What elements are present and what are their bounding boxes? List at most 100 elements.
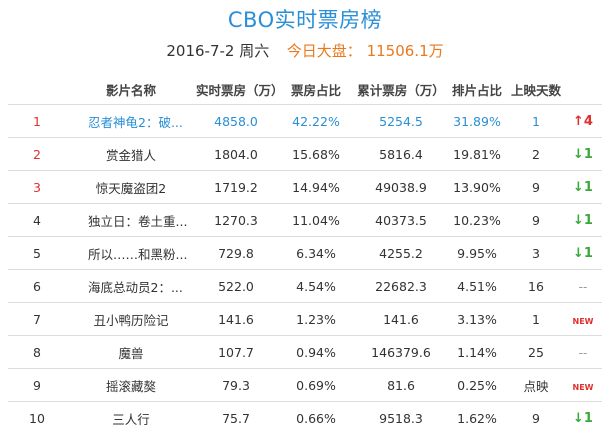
table-row[interactable]: 1 忍者神龟2：破... 4858.0 42.22% 5254.5 31.89%… — [8, 104, 602, 138]
table-row[interactable]: 10 三人行 75.7 0.66% 9518.3 1.62% 9 ↓1 — [8, 401, 602, 434]
trend-flat-icon: -- — [564, 269, 602, 303]
release-days: 1 — [508, 302, 564, 336]
screen-share: 31.89% — [446, 104, 508, 138]
date-and-market: 2016-7-2 周六 今日大盘： 11506.1万 — [0, 40, 610, 61]
movie-name[interactable]: 魔兽 — [66, 335, 196, 369]
release-days: 3 — [508, 236, 564, 270]
realtime-box: 729.8 — [196, 236, 276, 270]
realtime-box: 79.3 — [196, 368, 276, 402]
box-office-table: 影片名称 实时票房（万） 票房占比 累计票房（万） 排片占比 上映天数 1 忍者… — [8, 74, 602, 434]
total-box: 141.6 — [356, 302, 446, 336]
realtime-box: 1719.2 — [196, 170, 276, 204]
table-row[interactable]: 4 独立日：卷土重... 1270.3 11.04% 40373.5 10.23… — [8, 203, 602, 237]
trend-new-badge: NEW — [564, 302, 602, 336]
trend-down-icon: ↓1 — [564, 203, 602, 237]
date-label: 2016-7-2 周六 — [166, 42, 270, 60]
col-box: 实时票房（万） — [196, 82, 284, 98]
table-row[interactable]: 6 海底总动员2：... 522.0 4.54% 22682.3 4.51% 1… — [8, 269, 602, 303]
col-days: 上映天数 — [510, 82, 561, 98]
rank: 8 — [8, 335, 66, 369]
realtime-box: 4858.0 — [196, 104, 276, 138]
realtime-box: 1270.3 — [196, 203, 276, 237]
screen-share: 1.62% — [446, 401, 508, 434]
box-share: 4.54% — [276, 269, 356, 303]
rank: 1 — [8, 104, 66, 138]
trend-down-icon: ↓1 — [564, 137, 602, 171]
box-share: 0.94% — [276, 335, 356, 369]
total-box: 40373.5 — [356, 203, 446, 237]
trend-down-icon: ↓1 — [564, 236, 602, 270]
col-screen: 排片占比 — [451, 82, 502, 98]
movie-name[interactable]: 摇滚藏獒 — [66, 368, 196, 402]
table-row[interactable]: 5 所以……和黑粉... 729.8 6.34% 4255.2 9.95% 3 … — [8, 236, 602, 270]
rank: 5 — [8, 236, 66, 270]
realtime-box: 141.6 — [196, 302, 276, 336]
total-box: 5816.4 — [356, 137, 446, 171]
realtime-box: 1804.0 — [196, 137, 276, 171]
release-days: 9 — [508, 203, 564, 237]
total-box: 4255.2 — [356, 236, 446, 270]
market-value: 11506.1万 — [366, 42, 444, 60]
rank: 4 — [8, 203, 66, 237]
rank: 7 — [8, 302, 66, 336]
screen-share: 13.90% — [446, 170, 508, 204]
table-row[interactable]: 8 魔兽 107.7 0.94% 146379.6 1.14% 25 -- — [8, 335, 602, 369]
realtime-box: 107.7 — [196, 335, 276, 369]
movie-name[interactable]: 忍者神龟2：破... — [66, 104, 196, 138]
col-share: 票房占比 — [290, 82, 341, 98]
box-share: 0.69% — [276, 368, 356, 402]
total-box: 49038.9 — [356, 170, 446, 204]
box-share: 0.66% — [276, 401, 356, 434]
release-days: 16 — [508, 269, 564, 303]
trend-down-icon: ↓1 — [564, 401, 602, 434]
trend-up-icon: ↑4 — [564, 104, 602, 138]
movie-name[interactable]: 所以……和黑粉... — [66, 236, 196, 270]
box-share: 42.22% — [276, 104, 356, 138]
movie-name[interactable]: 独立日：卷土重... — [66, 203, 196, 237]
trend-new-badge: NEW — [564, 368, 602, 402]
trend-flat-icon: -- — [564, 335, 602, 369]
table-row[interactable]: 7 丑小鸭历险记 141.6 1.23% 141.6 3.13% 1 NEW — [8, 302, 602, 336]
movie-name[interactable]: 丑小鸭历险记 — [66, 302, 196, 336]
table-row[interactable]: 3 惊天魔盗团2 1719.2 14.94% 49038.9 13.90% 9 … — [8, 170, 602, 204]
release-days: 点映 — [508, 368, 564, 402]
release-days: 25 — [508, 335, 564, 369]
movie-name[interactable]: 三人行 — [66, 401, 196, 434]
screen-share: 0.25% — [446, 368, 508, 402]
screen-share: 9.95% — [446, 236, 508, 270]
release-days: 1 — [508, 104, 564, 138]
rank: 2 — [8, 137, 66, 171]
release-days: 2 — [508, 137, 564, 171]
screen-share: 4.51% — [446, 269, 508, 303]
rank: 3 — [8, 170, 66, 204]
rank: 9 — [8, 368, 66, 402]
realtime-box: 75.7 — [196, 401, 276, 434]
page-title: CBO实时票房榜 — [227, 8, 383, 32]
total-box: 5254.5 — [356, 104, 446, 138]
box-share: 15.68% — [276, 137, 356, 171]
screen-share: 10.23% — [446, 203, 508, 237]
col-total: 累计票房（万） — [357, 82, 445, 98]
screen-share: 19.81% — [446, 137, 508, 171]
total-box: 9518.3 — [356, 401, 446, 434]
box-share: 14.94% — [276, 170, 356, 204]
box-share: 11.04% — [276, 203, 356, 237]
box-share: 1.23% — [276, 302, 356, 336]
rank: 10 — [8, 401, 66, 434]
movie-name[interactable]: 海底总动员2：... — [66, 269, 196, 303]
movie-name[interactable]: 赏金猎人 — [66, 137, 196, 171]
trend-down-icon: ↓1 — [564, 170, 602, 204]
screen-share: 1.14% — [446, 335, 508, 369]
table-row[interactable]: 9 摇滚藏獒 79.3 0.69% 81.6 0.25% 点映 NEW — [8, 368, 602, 402]
movie-name[interactable]: 惊天魔盗团2 — [66, 170, 196, 204]
total-box: 146379.6 — [356, 335, 446, 369]
table-header: 影片名称 实时票房（万） 票房占比 累计票房（万） 排片占比 上映天数 — [8, 74, 602, 105]
col-trend — [564, 74, 602, 105]
col-name: 影片名称 — [105, 82, 156, 98]
box-share: 6.34% — [276, 236, 356, 270]
realtime-box: 522.0 — [196, 269, 276, 303]
total-box: 81.6 — [356, 368, 446, 402]
market-label: 今日大盘： — [286, 42, 362, 60]
table-row[interactable]: 2 赏金猎人 1804.0 15.68% 5816.4 19.81% 2 ↓1 — [8, 137, 602, 171]
